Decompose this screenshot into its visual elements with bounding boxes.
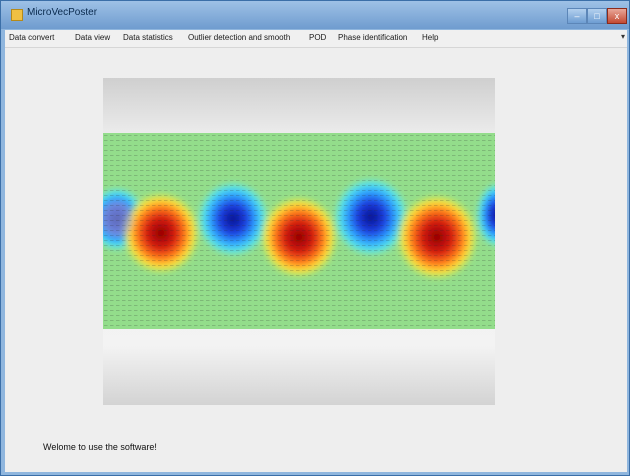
menu-help[interactable]: Help <box>422 33 439 42</box>
window-title: MicroVecPoster <box>27 7 98 18</box>
title-bar[interactable]: MicroVecPoster – □ x <box>1 1 629 29</box>
menu-data-view[interactable]: Data view <box>75 33 111 42</box>
menu-bar: Data convert Data view Data statistics O… <box>5 30 627 48</box>
velocity-vector-overlay <box>103 133 495 329</box>
menu-data-statistics[interactable]: Data statistics <box>123 33 173 42</box>
minimize-button[interactable]: – <box>567 8 587 24</box>
menu-pod[interactable]: POD <box>309 33 327 42</box>
menu-phase-identification[interactable]: Phase identification <box>338 33 408 42</box>
close-button[interactable]: x <box>607 8 627 24</box>
menu-data-convert[interactable]: Data convert <box>9 33 55 42</box>
vorticity-field-plot <box>103 133 495 329</box>
menu-overflow-icon[interactable]: ▾ <box>620 32 625 41</box>
welcome-message: Welome to use the software! <box>43 442 157 452</box>
maximize-button[interactable]: □ <box>587 8 607 24</box>
app-icon <box>11 9 23 21</box>
flow-visualization-figure <box>103 78 495 405</box>
menu-outlier-detection-and-smooth[interactable]: Outlier detection and smooth <box>188 33 291 42</box>
main-client-area: Welome to use the software! <box>5 48 627 472</box>
